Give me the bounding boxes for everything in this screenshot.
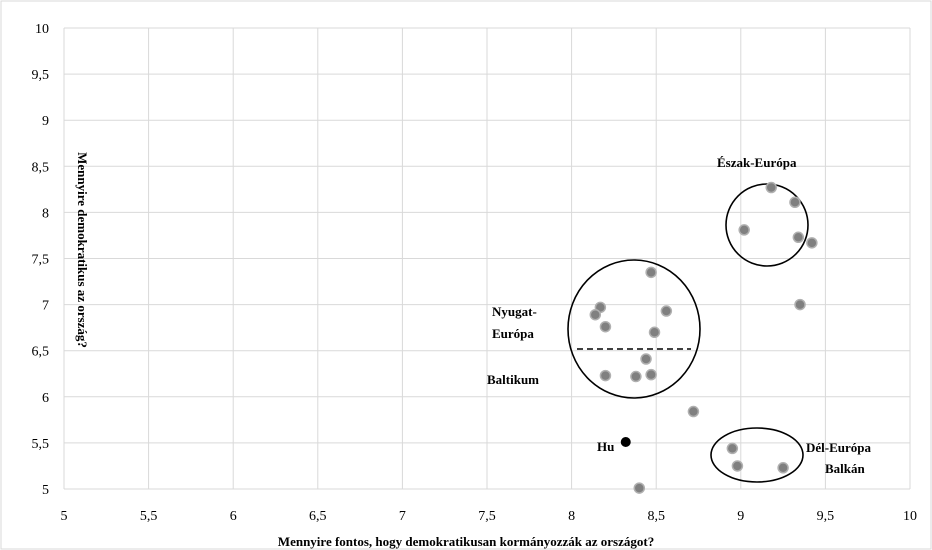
x-tick-labels: 5 5,5 6 6,5 7 7,5 8 8,5 9 9,5 10 [61,509,918,524]
x-tick-label: 9,5 [817,509,835,524]
data-point [806,237,818,249]
data-point [589,308,602,321]
point-label-hu: Hu [597,439,614,454]
y-tick-label: 7,5 [32,253,50,268]
y-tick-label: 8,5 [32,160,50,175]
annotation-baltic: Baltikum [487,372,539,387]
x-tick-label: 8,5 [647,509,665,524]
y-tick-label: 9,5 [32,68,50,83]
y-tick-label: 5,5 [32,437,50,452]
annotation-west-europe-line1: Nyugat- [492,304,537,319]
y-tick-label: 9 [42,114,49,129]
data-point [640,353,652,365]
group-outlines [567,183,809,483]
data-point [645,266,657,279]
data-point-hu [620,436,631,447]
data-point [731,460,744,472]
data-point [726,442,739,455]
data-point [792,231,805,244]
annotation-west-europe-line2: Európa [492,326,534,341]
y-tick-label: 6 [42,391,49,406]
data-point [738,224,750,236]
data-point [789,196,801,209]
data-point [630,370,642,383]
data-point [777,462,789,474]
annotation-north-europe: Észak-Európa [717,155,797,170]
south-europe-outline [710,427,804,483]
data-point [599,320,612,333]
y-axis-title: Mennyire demokratikus az ország? [75,152,90,348]
x-tick-label: 6 [230,509,237,524]
y-tick-label: 10 [35,22,49,37]
y-tick-label: 6,5 [32,345,50,360]
x-tick-label: 5,5 [140,509,158,524]
x-tick-label: 6,5 [309,509,327,524]
y-tick-label: 8 [42,206,49,221]
x-tick-label: 7,5 [478,509,496,524]
data-point [794,298,806,311]
data-point [765,181,778,194]
data-point [633,482,646,494]
y-tick-label: 5 [42,483,49,498]
data-points [589,181,818,494]
west-europe-outline [567,259,701,399]
data-point [660,305,673,317]
y-tick-labels: 5 5,5 6 6,5 7 7,5 8 8,5 9 9,5 10 [32,22,50,498]
x-tick-label: 10 [903,509,917,524]
data-point [648,326,661,339]
x-tick-label: 7 [399,509,406,524]
y-tick-label: 7 [42,299,49,314]
x-axis-title: Mennyire fontos, hogy demokratikusan kor… [278,534,654,549]
annotation-balkan: Balkán [825,461,866,476]
x-tick-label: 9 [737,509,744,524]
data-point [599,369,612,382]
annotation-south-europe: Dél-Európa [806,440,872,455]
data-point [687,405,700,418]
x-tick-label: 8 [568,509,575,524]
x-tick-label: 5 [61,509,68,524]
gridlines [63,27,911,490]
data-point [645,368,657,381]
